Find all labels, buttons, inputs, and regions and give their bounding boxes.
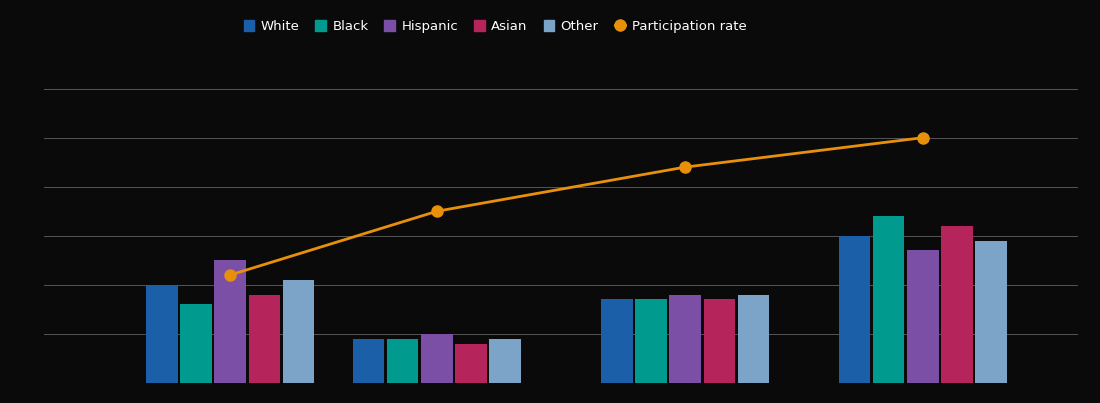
Participation rate [916,135,930,140]
Bar [908,250,938,383]
Bar [249,295,279,383]
Bar [636,299,667,383]
Bar [455,344,486,383]
Bar [353,339,384,383]
Bar [873,216,904,383]
Bar [601,299,632,383]
Participation rate [430,209,443,214]
Bar [214,260,245,383]
Bar [670,295,701,383]
Legend: White, Black, Hispanic, Asian, Other, Participation rate: White, Black, Hispanic, Asian, Other, Pa… [239,15,751,38]
Participation rate [223,272,236,277]
Bar [387,339,418,383]
Bar [283,280,315,383]
Bar [180,304,211,383]
Bar [146,285,177,383]
Bar [942,226,972,383]
Bar [976,241,1007,383]
Bar [839,236,870,383]
Line: Participation rate: Participation rate [224,132,928,280]
Bar [490,339,521,383]
Bar [738,295,769,383]
Participation rate [679,165,692,170]
Bar [421,334,452,383]
Bar [704,299,735,383]
